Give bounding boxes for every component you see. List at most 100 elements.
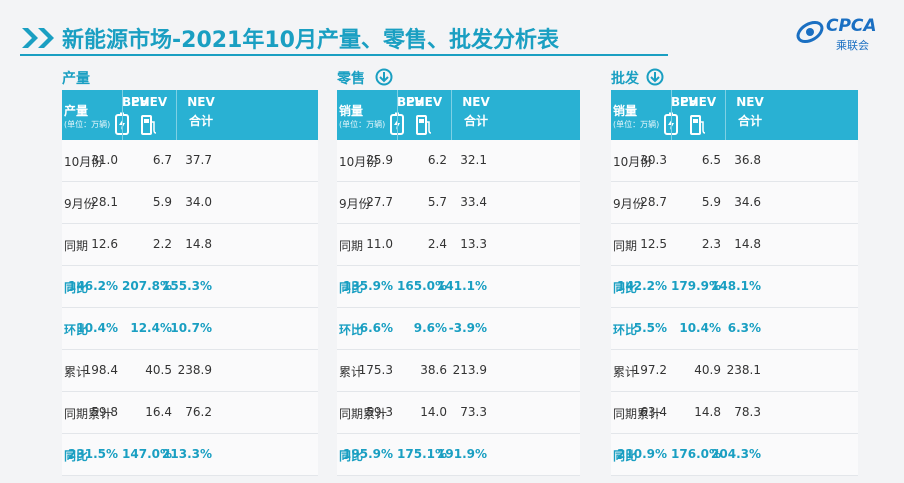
- section-title: 批发: [611, 71, 639, 87]
- column-divider: [122, 90, 123, 140]
- cell-value: 14.8: [734, 237, 761, 251]
- row-label: 同比: [339, 281, 364, 295]
- row-label: 同比: [339, 449, 364, 463]
- row-label: 10月份: [64, 155, 104, 169]
- logo-subtext: 乘联会: [836, 39, 869, 52]
- cell-value: 40.5: [145, 363, 172, 377]
- unit-label: (单位：万辆): [339, 120, 386, 129]
- column-divider: [725, 90, 726, 140]
- charger-icon: [141, 115, 157, 135]
- column-header: NEV: [462, 95, 490, 109]
- cell-value: 38.6: [420, 363, 447, 377]
- cell-value: 2.4: [427, 237, 447, 251]
- cell-value: 191.9%: [437, 447, 487, 461]
- row-label: 环比: [64, 323, 89, 337]
- row-label: 环比: [613, 323, 638, 337]
- unit-label: (单位：万辆): [613, 120, 660, 129]
- cell-value: 6.2: [427, 153, 447, 167]
- table-body: [337, 140, 580, 476]
- row-line: [337, 433, 580, 434]
- row-label: 同期: [339, 239, 364, 253]
- row-label: 10月份: [613, 155, 653, 169]
- row-line: [62, 265, 318, 266]
- row-line: [611, 223, 858, 224]
- cell-value: 10.4%: [679, 321, 721, 335]
- cell-value: 40.9: [694, 363, 721, 377]
- corner-label: 产量: [64, 104, 89, 118]
- cell-value: 195.9%: [343, 447, 393, 461]
- row-label: 累计: [613, 365, 638, 379]
- row-line: [337, 265, 580, 266]
- cell-value: 141.1%: [437, 279, 487, 293]
- cell-value: 207.8%: [122, 279, 172, 293]
- cell-value: 210.9%: [617, 447, 667, 461]
- header-row: [337, 90, 580, 140]
- cell-value: 34.6: [734, 195, 761, 209]
- logo-mark: [796, 21, 824, 43]
- corner-label: 销量: [339, 104, 364, 118]
- row-line: [62, 223, 318, 224]
- cell-value: 34.0: [185, 195, 212, 209]
- cell-value: 147.0%: [122, 447, 172, 461]
- column-header: PHEV: [405, 95, 443, 109]
- cell-value: 12.4%: [130, 321, 172, 335]
- row-line: [611, 391, 858, 392]
- charger-icon: [416, 115, 432, 135]
- cell-value: 175.1%: [397, 447, 447, 461]
- cell-value: 238.9: [177, 363, 212, 377]
- cell-value: 37.7: [185, 153, 212, 167]
- cell-value: 30.3: [640, 153, 667, 167]
- cell-value: 13.3: [460, 237, 487, 251]
- cell-value: 197.2: [632, 363, 667, 377]
- cell-value: 204.3%: [711, 447, 761, 461]
- cell-value: 2.2: [152, 237, 172, 251]
- row-line: [611, 181, 858, 182]
- cell-value: 11.0: [366, 237, 393, 251]
- column-divider: [397, 90, 398, 140]
- cell-value: 6.3%: [727, 321, 761, 335]
- column-subheader: 合计: [737, 114, 762, 128]
- column-header: NEV: [736, 95, 764, 109]
- column-header: NEV: [187, 95, 215, 109]
- cell-value: 213.9: [452, 363, 487, 377]
- row-label: 累计: [339, 365, 364, 379]
- cell-value: 6.7: [152, 153, 172, 167]
- cell-value: 14.0: [420, 405, 447, 419]
- row-label: 同比: [64, 281, 89, 295]
- cell-value: 28.1: [91, 195, 118, 209]
- cell-value: 73.3: [460, 405, 487, 419]
- unit-label: (单位：万辆): [64, 120, 111, 129]
- cell-value: 78.3: [734, 405, 761, 419]
- down-icon: [646, 68, 664, 86]
- down-icon: [375, 68, 393, 86]
- cell-value: 76.2: [185, 405, 212, 419]
- cell-value: 135.9%: [343, 279, 393, 293]
- row-line: [62, 181, 318, 182]
- cell-value: 25.9: [366, 153, 393, 167]
- cell-value: 2.3: [701, 237, 721, 251]
- column-divider: [451, 90, 452, 140]
- cell-value: 146.2%: [68, 279, 118, 293]
- charger-icon: [690, 115, 706, 135]
- cell-value: 33.4: [460, 195, 487, 209]
- row-label: 9月份: [64, 197, 96, 211]
- row-line: [611, 307, 858, 308]
- chevrons: [22, 28, 54, 48]
- header-row: [62, 90, 318, 140]
- column-subheader: 合计: [463, 114, 488, 128]
- column-header: PHEV: [130, 95, 168, 109]
- row-line: [337, 181, 580, 182]
- row-label: 同期累计: [339, 407, 388, 421]
- cell-value: 59.8: [91, 405, 118, 419]
- corner-label: 销量: [613, 104, 638, 118]
- row-label: 9月份: [613, 197, 645, 211]
- row-line: [611, 349, 858, 350]
- row-line: [62, 433, 318, 434]
- row-line: [62, 391, 318, 392]
- cell-value: 213.3%: [162, 447, 212, 461]
- cell-value: 28.7: [640, 195, 667, 209]
- row-line: [62, 349, 318, 350]
- row-label: 同期: [613, 239, 638, 253]
- row-line: [337, 223, 580, 224]
- cell-value: 179.9%: [671, 279, 721, 293]
